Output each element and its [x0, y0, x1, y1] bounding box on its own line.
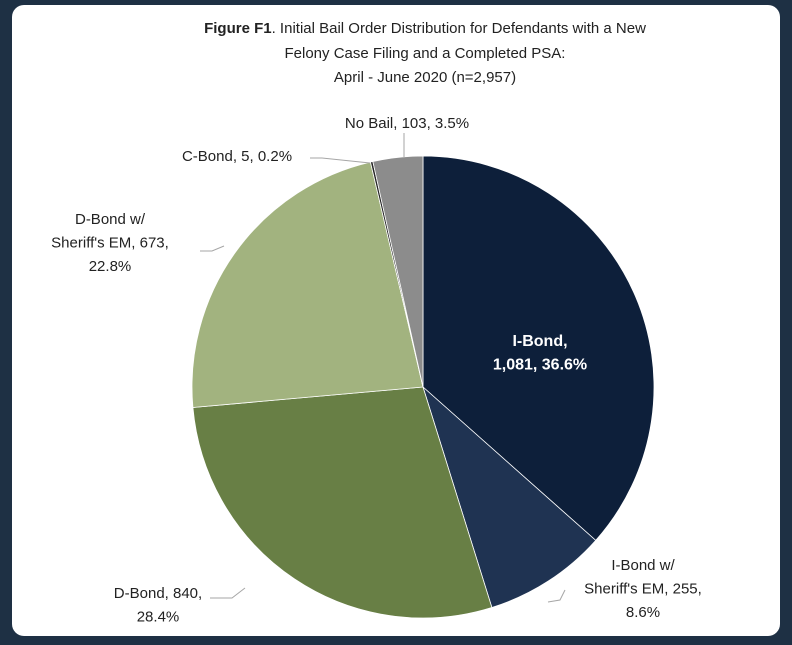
title-bold: Figure F1: [204, 20, 272, 37]
leader-line: [310, 157, 371, 164]
data-label: C-Bond, 5, 0.2%: [182, 148, 292, 165]
leader-line: [200, 245, 225, 252]
data-label: I-Bond,: [512, 333, 567, 350]
pie-slice: [191, 161, 424, 408]
pie-slice: [422, 155, 655, 541]
data-label: Sheriff's EM, 673,: [51, 234, 169, 251]
data-label: I-Bond w/: [611, 557, 675, 574]
data-label: 22.8%: [89, 258, 132, 275]
chart-title: Figure F1. Initial Bail Order Distributi…: [204, 20, 646, 37]
pie: [191, 155, 655, 619]
pie-slice: [422, 385, 597, 608]
pie-slice: [372, 155, 424, 388]
pie-slice: [192, 386, 493, 619]
data-label: 28.4%: [137, 608, 180, 625]
data-label: 1,081, 36.6%: [493, 357, 587, 374]
leader-line: [210, 587, 246, 599]
chart-title: April - June 2020 (n=2,957): [334, 69, 516, 86]
data-label: D-Bond w/: [75, 211, 146, 228]
leader-line: [547, 589, 566, 603]
data-label: No Bail, 103, 3.5%: [345, 115, 469, 132]
data-label: D-Bond, 840,: [114, 585, 202, 602]
chart-title: Felony Case Filing and a Completed PSA:: [285, 45, 566, 62]
data-label: Sheriff's EM, 255,: [584, 580, 702, 597]
title-text: . Initial Bail Order Distribution for De…: [272, 20, 646, 37]
data-labels: I-Bond, 1,081, 36.6% I-Bond w/Sheriff's EM…: [51, 115, 702, 626]
data-label: 8.6%: [626, 604, 660, 621]
